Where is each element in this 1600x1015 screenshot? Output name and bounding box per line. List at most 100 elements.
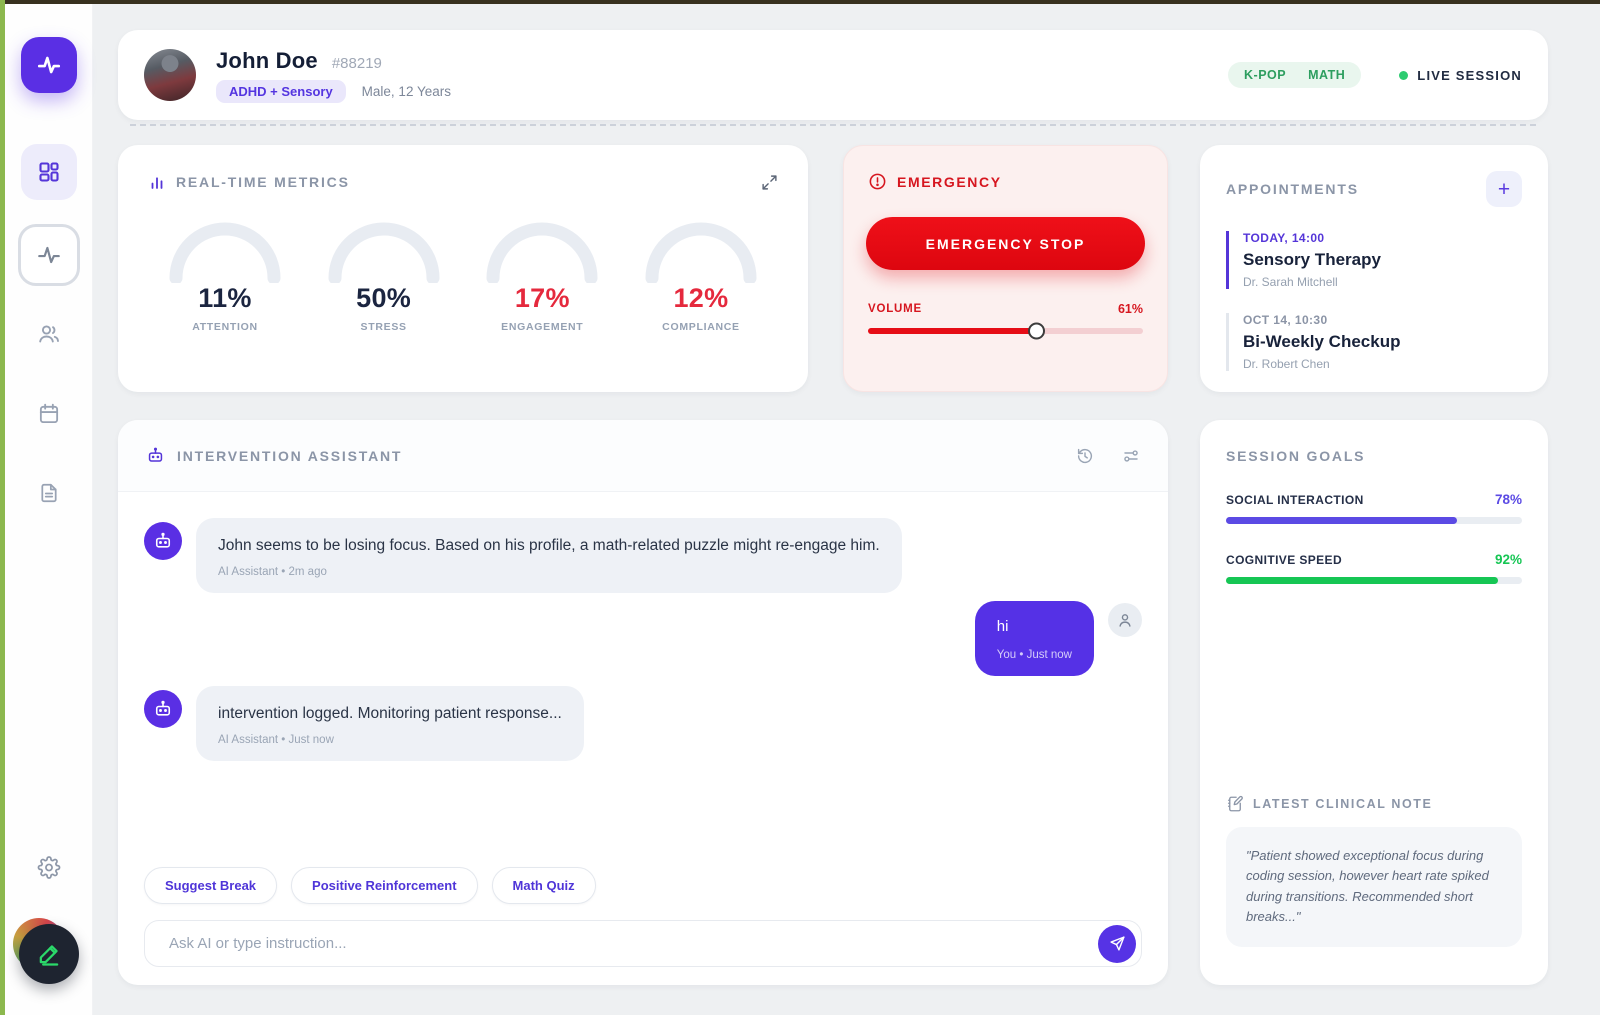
patient-header-card: John Doe #88219 ADHD + Sensory Male, 12 …	[118, 30, 1548, 120]
ask-ai-input[interactable]	[169, 935, 1098, 952]
chat-message-user: hi You • Just now	[144, 601, 1142, 676]
expand-icon[interactable]	[761, 174, 778, 191]
chat-message-ai: John seems to be losing focus. Based on …	[144, 518, 1142, 593]
quick-action-math-quiz[interactable]: Math Quiz	[491, 867, 596, 904]
gauge-value: 17%	[514, 283, 570, 313]
edit-pencil-icon	[35, 940, 63, 968]
emergency-stop-button[interactable]: EMERGENCY STOP	[866, 217, 1145, 270]
quick-action-suggest-break[interactable]: Suggest Break	[144, 867, 278, 904]
tag-math: MATH	[1308, 68, 1346, 82]
appointments-card: APPOINTMENTS + TODAY, 14:00 Sensory Ther…	[1200, 145, 1548, 392]
sidebar-item-live-session[interactable]	[17, 224, 80, 286]
ai-avatar	[144, 522, 182, 560]
goal-value: 92%	[1494, 552, 1522, 567]
message-bubble: John seems to be losing focus. Based on …	[196, 518, 902, 593]
volume-slider[interactable]	[868, 322, 1143, 340]
robot-icon	[146, 446, 165, 465]
sidebar-item-dashboard[interactable]	[20, 144, 77, 200]
message-text: hi	[996, 618, 1009, 635]
session-goals-card: SESSION GOALS SOCIAL INTERACTION 78% COG…	[1200, 420, 1548, 985]
robot-icon	[153, 531, 173, 551]
sidebar-item-settings[interactable]	[37, 856, 60, 879]
gauge-stress: 50% STRESS	[319, 221, 449, 333]
goal-value: 78%	[1494, 492, 1522, 507]
clinical-note-section: LATEST CLINICAL NOTE "Patient showed exc…	[1226, 795, 1522, 947]
appointment-time: OCT 14, 10:30	[1243, 313, 1328, 327]
gauge-value: 50%	[356, 283, 412, 313]
send-button[interactable]	[1098, 924, 1136, 963]
condition-badge: ADHD + Sensory	[216, 79, 346, 103]
header-divider	[130, 124, 1536, 126]
appointment-doctor: Dr. Robert Chen	[1243, 357, 1330, 371]
message-bubble: hi You • Just now	[974, 601, 1094, 676]
assistant-title: INTERVENTION ASSISTANT	[177, 447, 403, 464]
goal-progress-fill	[1226, 577, 1499, 584]
ai-avatar	[144, 690, 182, 728]
app-logo[interactable]	[20, 37, 77, 93]
volume-slider-fill	[868, 322, 1045, 340]
sliders-icon[interactable]	[1122, 447, 1140, 465]
chat-input-container	[144, 920, 1142, 967]
chat-message-ai: intervention logged. Monitoring patient …	[144, 686, 1142, 761]
quick-actions: Suggest Break Positive Reinforcement Mat…	[118, 867, 1168, 904]
add-appointment-button[interactable]: +	[1486, 171, 1522, 207]
message-meta: AI Assistant • 2m ago	[218, 566, 327, 578]
appointment-name: Sensory Therapy	[1243, 250, 1381, 269]
quick-action-positive-reinforcement[interactable]: Positive Reinforcement	[291, 867, 478, 904]
gauge-label: ENGAGEMENT	[501, 321, 584, 333]
person-icon	[1116, 611, 1134, 629]
notebook-pen-icon	[1226, 795, 1244, 813]
plus-icon: +	[1497, 177, 1511, 201]
gauge-arc	[486, 222, 598, 283]
dashboard-grid-icon	[37, 160, 61, 184]
gauge-value: 11%	[198, 283, 252, 313]
appointment-time: TODAY, 14:00	[1243, 231, 1325, 245]
calendar-icon	[37, 402, 60, 425]
tag-kpop: K-POP	[1244, 68, 1287, 82]
gauge-value: 12%	[673, 283, 729, 313]
goal-progress-track	[1226, 517, 1522, 524]
users-icon	[37, 322, 61, 346]
clinical-note-title: LATEST CLINICAL NOTE	[1253, 796, 1433, 811]
volume-label: VOLUME	[868, 303, 922, 315]
goal-social-interaction: SOCIAL INTERACTION 78%	[1226, 492, 1522, 524]
gauge-attention: 11% ATTENTION	[160, 221, 290, 333]
activity-pulse-icon	[36, 242, 62, 268]
goal-label: SOCIAL INTERACTION	[1226, 493, 1364, 507]
bar-chart-icon	[148, 173, 166, 191]
window-top-edge	[0, 0, 1600, 4]
emergency-card: EMERGENCY EMERGENCY STOP VOLUME 61%	[843, 145, 1168, 392]
window-left-edge	[0, 0, 5, 1015]
patient-avatar[interactable]	[144, 49, 196, 101]
appointment-doctor: Dr. Sarah Mitchell	[1243, 275, 1338, 289]
alert-circle-icon	[868, 172, 887, 191]
gauge-arc	[328, 222, 440, 283]
clinical-note-text: "Patient showed exceptional focus during…	[1246, 847, 1489, 925]
appointment-item[interactable]: OCT 14, 10:30 Bi-Weekly Checkup Dr. Robe…	[1226, 313, 1522, 371]
gear-icon	[37, 856, 60, 879]
appointments-title: APPOINTMENTS	[1226, 181, 1359, 197]
sidebar	[5, 4, 93, 1015]
gauge-engagement: 17% ENGAGEMENT	[477, 221, 607, 333]
user-avatar	[1108, 603, 1142, 637]
live-dot	[1399, 70, 1409, 80]
sidebar-item-reports[interactable]	[38, 482, 60, 504]
appointment-name: Bi-Weekly Checkup	[1243, 332, 1401, 351]
live-session-indicator: LIVE SESSION	[1399, 68, 1522, 83]
interest-tags: K-POP MATH	[1228, 62, 1362, 88]
edit-note-button[interactable]	[18, 924, 79, 984]
sidebar-item-calendar[interactable]	[37, 402, 60, 425]
chat-area: John seems to be losing focus. Based on …	[118, 492, 1168, 867]
sidebar-item-patients[interactable]	[37, 322, 61, 346]
sidebar-footer	[12, 918, 81, 986]
patient-id: #88219	[331, 54, 382, 72]
clinical-note-box: "Patient showed exceptional focus during…	[1226, 826, 1522, 947]
message-bubble: intervention logged. Monitoring patient …	[196, 686, 584, 761]
emergency-title: EMERGENCY	[897, 173, 1002, 190]
live-session-label: LIVE SESSION	[1417, 67, 1522, 83]
intervention-assistant-card: INTERVENTION ASSISTANT John seems to be …	[118, 420, 1168, 985]
appointment-item[interactable]: TODAY, 14:00 Sensory Therapy Dr. Sarah M…	[1226, 231, 1522, 289]
volume-slider-handle[interactable]	[1027, 322, 1045, 340]
goal-cognitive-speed: COGNITIVE SPEED 92%	[1226, 552, 1522, 584]
history-icon[interactable]	[1076, 447, 1094, 465]
